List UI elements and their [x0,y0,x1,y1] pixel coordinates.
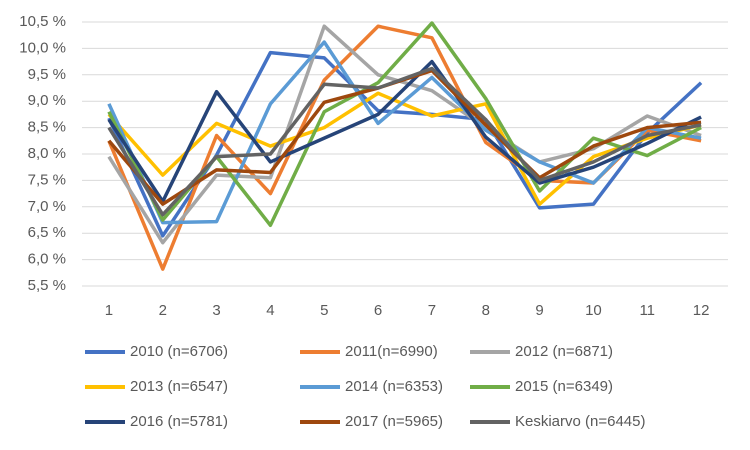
x-tick-label: 9 [535,302,543,319]
x-tick-label: 7 [428,302,436,319]
legend-label: 2016 (n=5781) [130,413,228,430]
series-line [107,40,702,225]
series-line [107,24,702,271]
series-line [107,21,702,228]
legend-label: 2012 (n=6871) [515,343,613,360]
y-tick-label: 5,5 % [28,277,66,294]
x-tick-label: 6 [374,302,382,319]
x-tick-label: 5 [320,302,328,319]
legend-label: 2010 (n=6706) [130,343,228,360]
series-line [107,91,702,206]
y-tick-label: 10,5 % [19,13,66,30]
y-tick-label: 9,0 % [28,92,66,109]
x-tick-label: 4 [266,302,274,319]
x-tick-label: 2 [159,302,167,319]
y-tick-label: 9,5 % [28,66,66,83]
y-tick-label: 7,0 % [28,198,66,215]
legend-label: 2014 (n=6353) [345,378,443,395]
y-tick-label: 6,0 % [28,251,66,268]
y-tick-label: 7,5 % [28,171,66,188]
y-tick-label: 8,5 % [28,119,66,136]
legend-label: Keskiarvo (n=6445) [515,413,646,430]
series-line [107,24,702,245]
y-tick-label: 10,0 % [19,39,66,56]
legend-label: 2017 (n=5965) [345,413,443,430]
x-tick-label: 1 [105,302,113,319]
series-line [107,66,702,217]
y-tick-label: 8,0 % [28,145,66,162]
legend-label: 2013 (n=6547) [130,378,228,395]
series-line [107,59,702,204]
x-tick-label: 11 [639,302,655,319]
x-tick-label: 10 [585,302,602,319]
x-tick-label: 12 [693,302,710,319]
x-tick-label: 8 [482,302,490,319]
x-tick-label: 3 [212,302,220,319]
y-tick-label: 6,5 % [28,224,66,241]
legend-label: 2015 (n=6349) [515,378,613,395]
legend-label: 2011(n=6990) [345,343,438,360]
